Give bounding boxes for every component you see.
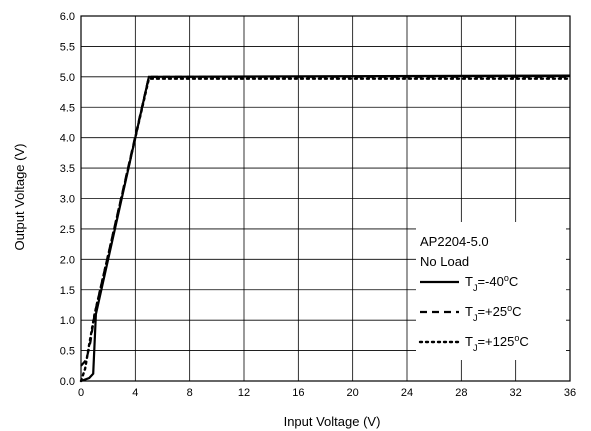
x-tick-label: 24 xyxy=(401,387,413,399)
legend-annotation-title: AP2204-5.0 xyxy=(420,234,489,249)
legend-label-part: T xyxy=(465,334,473,349)
legend-label-part: J xyxy=(473,313,478,323)
y-tick-label: 6.0 xyxy=(60,11,75,23)
legend-label-0: TJ=-40oC xyxy=(465,273,518,293)
legend-label-part: =+25 xyxy=(477,304,507,319)
legend-label-part: o xyxy=(514,333,519,343)
y-tick-label: 2.5 xyxy=(60,224,75,236)
legend-label-part: J xyxy=(473,283,478,293)
y-tick-label: 4.0 xyxy=(60,133,75,145)
y-tick-label: 5.5 xyxy=(60,41,75,53)
y-tick-label: 2.0 xyxy=(60,254,75,266)
legend-box xyxy=(416,222,566,360)
y-axis-label: Output Voltage (V) xyxy=(12,144,27,251)
series-layer xyxy=(79,74,572,383)
legend-label-part: C xyxy=(519,334,528,349)
legend-annotation-condition: No Load xyxy=(420,254,469,269)
legend-label-part: J xyxy=(473,343,478,353)
x-tick-label: 4 xyxy=(132,387,138,399)
legend-label-part: C xyxy=(512,304,521,319)
plot-frame xyxy=(80,15,571,382)
legend: AP2204-5.0 No Load TJ=-40oCTJ=+25oCTJ=+1… xyxy=(416,222,566,360)
legend-label-part: =+125 xyxy=(477,334,514,349)
y-tick-label: 3.0 xyxy=(60,194,75,206)
x-tick-label: 36 xyxy=(564,387,576,399)
x-tick-label: 20 xyxy=(347,387,359,399)
legend-label-part: o xyxy=(504,273,509,283)
y-tick-label: 0.5 xyxy=(60,346,75,358)
series-line-2 xyxy=(79,77,572,383)
series-line-0 xyxy=(80,74,571,383)
y-tick-label: 3.5 xyxy=(60,163,75,175)
axis-layer: 0 4 8 12 16 20 24 28 32 36 0.0 0.5 1.0 1.5 2.0 2.5 3.0 3.… xyxy=(60,11,576,399)
x-tick-label: 8 xyxy=(187,387,193,399)
x-tick-label: 28 xyxy=(455,387,467,399)
x-tick-label: 32 xyxy=(510,387,522,399)
x-tick-label: 16 xyxy=(292,387,304,399)
y-tick-label: 5.0 xyxy=(60,72,75,84)
legend-label-part: o xyxy=(507,303,512,313)
y-tick-label: 4.5 xyxy=(60,102,75,114)
legend-label-2: TJ=+125oC xyxy=(465,333,529,353)
x-tick-label: 0 xyxy=(78,387,84,399)
y-tick-label: 1.0 xyxy=(60,315,75,327)
legend-label-part: =-40 xyxy=(477,274,503,289)
x-axis-label: Input Voltage (V) xyxy=(284,414,381,429)
legend-label-1: TJ=+25oC xyxy=(465,303,522,323)
legend-label-part: C xyxy=(509,274,518,289)
legend-label-part: T xyxy=(465,274,473,289)
y-tick-label: 1.5 xyxy=(60,285,75,297)
y-tick-label: 0.0 xyxy=(60,376,75,388)
legend-label-part: T xyxy=(465,304,473,319)
x-tick-label: 12 xyxy=(238,387,250,399)
